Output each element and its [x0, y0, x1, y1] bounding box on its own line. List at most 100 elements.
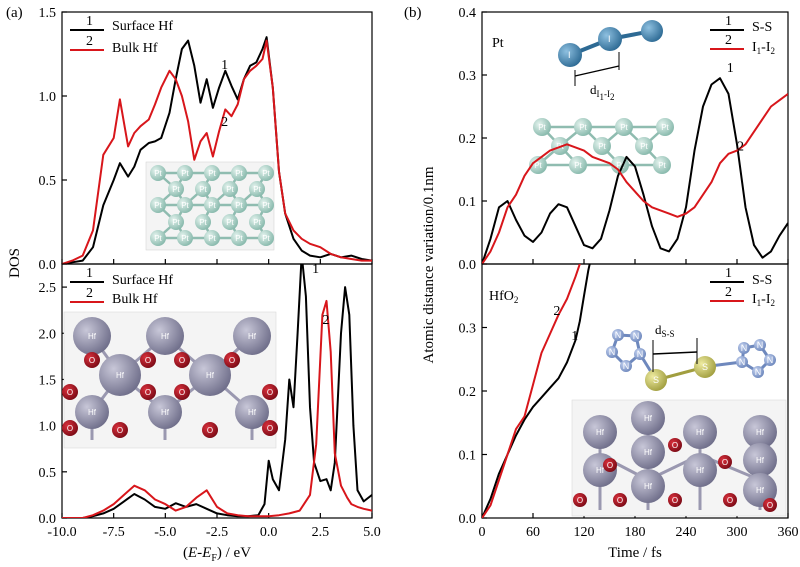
hf-atom	[743, 443, 777, 477]
pt-atom	[222, 214, 238, 230]
n-atom	[606, 346, 618, 358]
pt-atom	[204, 165, 220, 181]
o-atom	[668, 493, 682, 507]
pt-atom	[231, 165, 247, 181]
pt-atom	[529, 156, 547, 174]
pt-atom	[204, 197, 220, 213]
pt-atom	[168, 214, 184, 230]
o-atom	[262, 384, 278, 400]
x-tick-label: 360	[778, 525, 799, 540]
n-atom	[620, 360, 632, 372]
hf-atom-label: Hf	[248, 408, 257, 417]
line-b-top-ss	[482, 77, 788, 264]
o-atom-label: O	[229, 356, 235, 365]
y-tick-label: 0.2	[459, 385, 477, 400]
hf-atom	[75, 395, 109, 429]
chart-a-bottom: 0.0 0.5 1.0 1.5 2.0 2.5 -10.0 -7.5 -5.0 -2.5 0.0 2.…	[39, 262, 381, 540]
pt-atom-label: Pt	[620, 123, 628, 132]
legend-b-top: 1 S-S 2 I1-I2	[710, 14, 775, 56]
ylabel-distance: Atomic distance variation/0.1nm	[421, 166, 437, 363]
pt-atom	[249, 181, 265, 197]
annotation-a-bottom-1: 1	[312, 262, 319, 277]
x-tick-label: 180	[625, 525, 646, 540]
o-atom-label: O	[722, 458, 728, 467]
pt-atom	[615, 118, 633, 136]
o-atom	[202, 422, 218, 438]
annotation-a-top-1: 1	[221, 58, 228, 73]
pt-atom-label: Pt	[199, 218, 207, 227]
pt-atom	[168, 181, 184, 197]
legend-b-top-1-label: S-S	[752, 20, 772, 35]
ticks-a-bottom: 0.0 0.5 1.0 1.5 2.0 2.5 -10.0 -7.5 -5.0 -2.5 0.0 2.…	[39, 281, 381, 540]
legend-a-bottom-1-label: Surface Hf	[112, 273, 173, 288]
pt-atom-label: Pt	[534, 161, 542, 170]
hf-atom	[631, 469, 665, 503]
pt-atom	[653, 156, 671, 174]
o-atom	[140, 384, 156, 400]
pt-atom	[177, 230, 193, 246]
pt-atom-label: Pt	[226, 218, 234, 227]
pt-atom	[656, 118, 674, 136]
y-tick-label: 1.5	[39, 373, 57, 388]
panel-title-hfo2: HfO2	[489, 289, 518, 305]
hf-atom-label: Hf	[756, 486, 765, 495]
pt-atom	[258, 165, 274, 181]
hf-atom-label: Hf	[88, 408, 97, 417]
s-atom	[645, 369, 667, 391]
o-atom	[174, 384, 190, 400]
legend-b-top-2-number: 2	[725, 33, 732, 48]
hf-atom	[743, 415, 777, 449]
o-atom-label: O	[607, 461, 613, 470]
o-atom	[112, 422, 128, 438]
hf-atom	[189, 354, 231, 396]
y-tick-label: 0.0	[459, 258, 477, 273]
hf-atom-label: Hf	[161, 332, 170, 341]
n-atom	[752, 366, 764, 378]
pt-atom	[177, 197, 193, 213]
o-atom	[763, 498, 777, 512]
y-tick-label: 1.5	[39, 6, 57, 21]
pt-atom-label: Pt	[640, 142, 648, 151]
legend-a-bottom-2-number: 2	[86, 286, 93, 301]
hf-atom-label: Hf	[756, 428, 765, 437]
hf-atom-label: Hf	[756, 456, 765, 465]
n-atom-label: N	[767, 355, 774, 365]
legend-a-bottom: 1 Surface Hf 2 Bulk Hf	[70, 266, 173, 307]
y-tick-label: 0.0	[39, 512, 57, 527]
pt-atom-label: Pt	[579, 123, 587, 132]
n-atom	[612, 329, 624, 341]
pt-atom	[574, 118, 592, 136]
pt-atom-label: Pt	[598, 142, 606, 151]
pt-atom-label: Pt	[172, 185, 180, 194]
legend-a-top-2-label: Bulk Hf	[112, 41, 158, 56]
s-atom-label: S	[702, 362, 708, 372]
o-atom-label: O	[727, 496, 733, 505]
pt-atom	[258, 230, 274, 246]
o-atom	[723, 493, 737, 507]
s-atom	[694, 356, 716, 378]
pt-atom	[231, 230, 247, 246]
y-tick-label: 1.0	[39, 420, 57, 435]
x-tick-label: 60	[526, 525, 540, 540]
x-tick-label: 120	[574, 525, 595, 540]
y-tick-label: 0.3	[459, 322, 477, 337]
x-tick-label: -7.5	[103, 525, 125, 540]
y-tick-label: 0.0	[39, 258, 57, 273]
n-atom	[634, 348, 646, 360]
pt-atom	[204, 230, 220, 246]
ylabel-dos: DOS	[7, 248, 23, 278]
annotation-b-top-2: 2	[737, 140, 744, 155]
n-atom	[736, 356, 748, 368]
pt-atom-label: Pt	[154, 201, 162, 210]
x-tick-label: 2.5	[312, 525, 330, 540]
hf-atom-label: Hf	[596, 428, 605, 437]
y-tick-label: 0.1	[459, 195, 477, 210]
n-atom-label: N	[623, 361, 630, 371]
hf-atom-label: Hf	[116, 371, 125, 380]
pt-atom	[258, 197, 274, 213]
line-b-bottom-ii	[482, 264, 581, 518]
legend-b-top-2-label: I1-I2	[752, 40, 775, 56]
